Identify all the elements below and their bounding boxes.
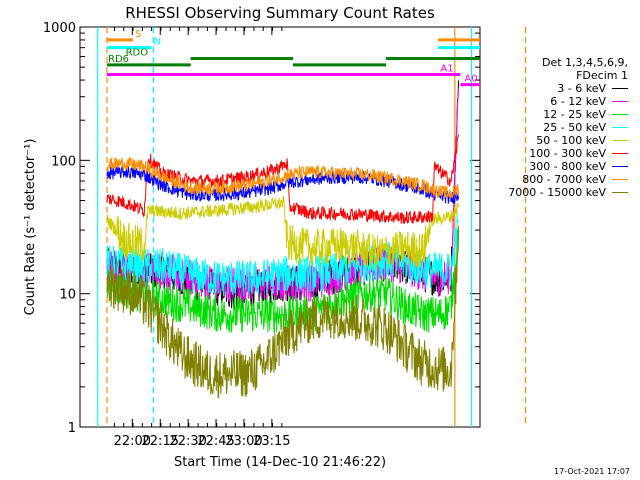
x-tick-label: 23:15 — [253, 434, 290, 449]
series-line-4 — [106, 195, 459, 271]
series-line-5 — [106, 134, 459, 225]
legend-swatch — [612, 140, 628, 141]
legend-swatch — [612, 88, 628, 89]
legend-entry: 800 - 7000 keV — [522, 173, 628, 186]
y-tick-label: 100 — [51, 154, 76, 169]
legend-label: 25 - 50 keV — [543, 121, 606, 134]
legend-header-line: FDecim 1 — [576, 69, 628, 82]
legend-label: 12 - 25 keV — [543, 108, 606, 121]
legend-entry: 7000 - 15000 keV — [508, 186, 628, 199]
legend-entry: 300 - 800 keV — [529, 160, 628, 173]
x-tick-label: 22:30 — [169, 434, 206, 449]
x-tick-label: 22:45 — [197, 434, 234, 449]
y-tick-label: 1000 — [43, 21, 76, 36]
flag-label-n: N — [154, 37, 161, 48]
legend-swatch — [612, 192, 628, 193]
series-line-2 — [106, 226, 459, 334]
y-tick-label: 1 — [68, 421, 76, 436]
series-line-7 — [106, 157, 459, 199]
legend-swatch — [612, 153, 628, 154]
x-axis-label: Start Time (14-Dec-10 21:46:22) — [174, 455, 386, 470]
legend-swatch — [612, 166, 628, 167]
x-tick-label: 22:15 — [142, 434, 179, 449]
flag-label-a1: A1 — [440, 64, 453, 75]
legend-swatch — [612, 114, 628, 115]
legend-label: 6 - 12 keV — [550, 95, 606, 108]
legend-swatch — [612, 101, 628, 102]
plot-frame — [79, 26, 481, 428]
legend-label: 50 - 100 keV — [536, 134, 606, 147]
chart-title: RHESSI Observing Summary Count Rates — [125, 4, 435, 22]
flag-label-rd6: RD6 — [108, 54, 129, 65]
legend-entry: 12 - 25 keV — [543, 108, 628, 121]
legend-entry: 25 - 50 keV — [543, 121, 628, 134]
series-line-3 — [106, 213, 459, 297]
flag-label-a0: A0 — [464, 74, 477, 85]
y-tick-label: 10 — [59, 288, 76, 303]
legend-label: 800 - 7000 keV — [522, 173, 606, 186]
x-tick-label: 23:00 — [225, 434, 262, 449]
series-line-8 — [106, 225, 459, 399]
legend-label: 7000 - 15000 keV — [508, 186, 606, 199]
flag-label-s: S — [135, 29, 141, 40]
legend-entry: 100 - 300 keV — [529, 147, 628, 160]
legend-entry: 50 - 100 keV — [536, 134, 628, 147]
legend-label: 3 - 6 keV — [557, 82, 606, 95]
timestamp: 17-Oct-2021 17:07 — [554, 467, 630, 476]
flag-label-rdo: RDO — [126, 48, 149, 59]
legend-header-line: Det 1,3,4,5,6,9, — [541, 56, 628, 69]
y-axis-label: Count Rate (s⁻¹ detector⁻¹) — [23, 139, 38, 316]
legend-entry: 6 - 12 keV — [550, 95, 628, 108]
legend-entry: 3 - 6 keV — [557, 82, 628, 95]
legend-label: 300 - 800 keV — [529, 160, 606, 173]
legend-swatch — [612, 179, 628, 180]
legend-swatch — [612, 127, 628, 128]
legend-label: 100 - 300 keV — [529, 147, 606, 160]
x-tick-label: 22:00 — [114, 434, 151, 449]
